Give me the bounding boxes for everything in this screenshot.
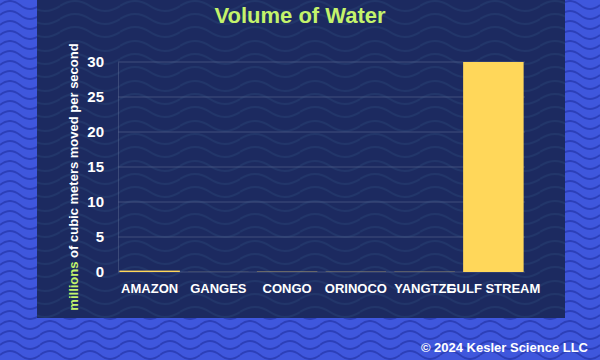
- x-tick-label: ORINOCO: [325, 281, 387, 296]
- y-tick-label: 30: [87, 53, 104, 70]
- y-axis-line: [118, 63, 119, 273]
- y-tick-label: 0: [96, 263, 104, 280]
- y-tick: 25: [87, 88, 118, 105]
- x-tick: GANGES: [190, 272, 247, 296]
- y-tick-label: 15: [87, 158, 104, 175]
- chart-svg: 051015202530AMAZONGANGESCONGOORINOCOYANG…: [0, 0, 600, 360]
- bar: [326, 271, 387, 272]
- x-axis: AMAZONGANGESCONGOORINOCOYANGTZEGULF STRE…: [119, 272, 541, 296]
- y-axis-title: millions of cubic meters moved per secon…: [66, 43, 81, 310]
- x-axis-line: [119, 272, 526, 273]
- panel: [37, 0, 565, 318]
- x-tick-label: GANGES: [190, 281, 247, 296]
- y-tick: 30: [87, 53, 118, 70]
- bar: [188, 271, 249, 272]
- y-axis: 0 5 10 15 20 25 30: [87, 53, 118, 280]
- y-tick: 15: [87, 158, 118, 175]
- bar: [394, 271, 455, 272]
- copyright: © 2024 Kesler Science LLC: [421, 340, 589, 355]
- background: [0, 0, 600, 360]
- plot: 051015202530AMAZONGANGESCONGOORINOCOYANG…: [87, 53, 540, 296]
- y-tick-label: 20: [87, 123, 104, 140]
- bar: [463, 62, 524, 272]
- y-tick-label: 25: [87, 88, 104, 105]
- x-tick-label: AMAZON: [121, 281, 178, 296]
- bar: [257, 271, 318, 272]
- y-tick: 20: [87, 123, 118, 140]
- y-tick: 10: [87, 193, 118, 210]
- x-tick: AMAZON: [121, 272, 178, 296]
- x-tick: CONGO: [263, 272, 312, 296]
- title: Volume of Water: [214, 3, 386, 28]
- grid: [118, 62, 525, 272]
- y-tick: 5: [96, 228, 118, 245]
- x-tick: GULF STREAM: [446, 272, 540, 296]
- y-tick-label: 5: [96, 228, 104, 245]
- x-tick-label: CONGO: [263, 281, 312, 296]
- x-tick-label: GULF STREAM: [446, 281, 540, 296]
- bar: [119, 271, 180, 272]
- bars: [119, 62, 523, 272]
- y-tick: 0: [96, 263, 118, 280]
- y-tick-label: 10: [87, 193, 104, 210]
- x-tick: ORINOCO: [325, 272, 387, 296]
